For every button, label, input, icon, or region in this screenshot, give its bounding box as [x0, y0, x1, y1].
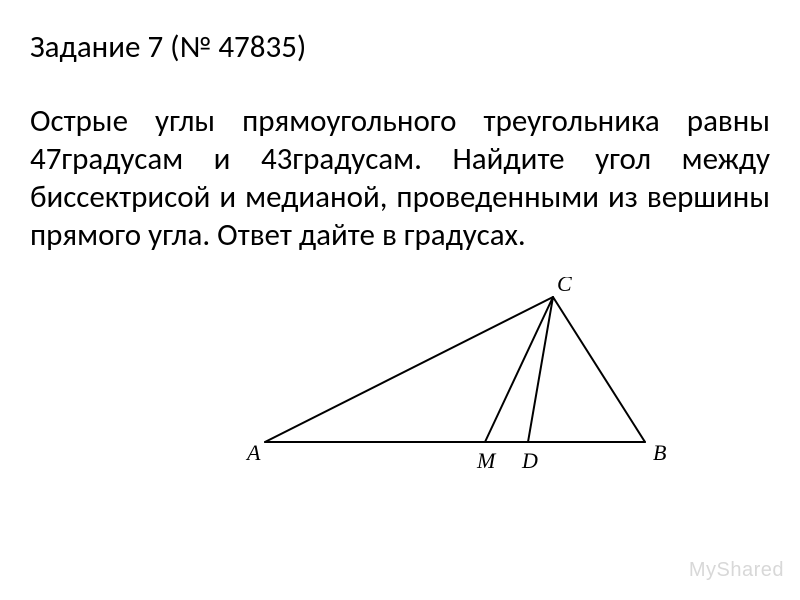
problem-text: Острые углы прямоугольного треугольника …	[30, 102, 770, 255]
task-title: Задание 7 (№ 47835)	[30, 28, 770, 66]
watermark: MyShared	[689, 559, 784, 582]
svg-text:C: C	[557, 277, 572, 296]
triangle-diagram: A MD B C	[235, 277, 695, 477]
svg-text:M: M	[476, 448, 497, 473]
svg-text:D: D	[521, 448, 538, 473]
svg-text:B: B	[653, 440, 666, 465]
svg-text:A: A	[245, 440, 261, 465]
diagram-container: A MD B C	[30, 277, 770, 482]
